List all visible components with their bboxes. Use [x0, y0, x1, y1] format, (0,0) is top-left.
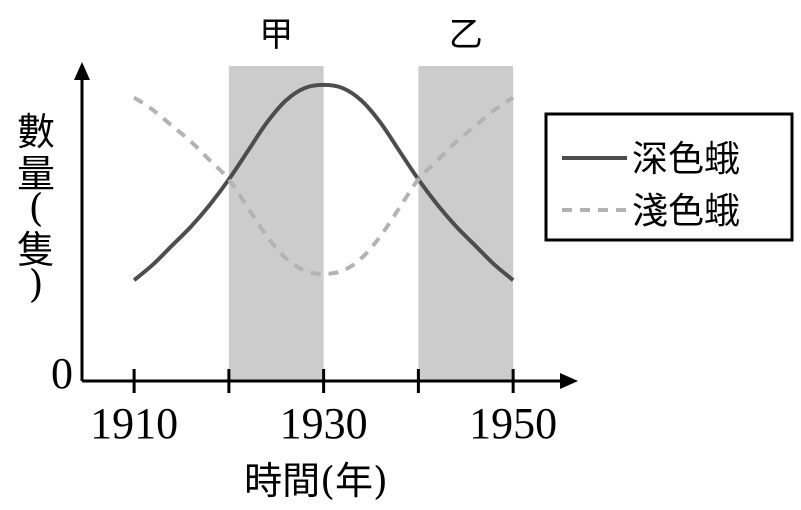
y-axis-title-group: 數量(隻) — [17, 110, 55, 306]
shaded-region-1 — [418, 66, 514, 381]
series-lines — [132, 82, 515, 282]
series-line-0 — [132, 82, 515, 282]
region-label-1: 乙 — [449, 15, 483, 55]
x-tick-label-1910: 1910 — [90, 399, 178, 448]
x-ticks: 1910 1930 1950 — [90, 369, 557, 448]
x-axis-title: 時間(年) — [244, 459, 388, 503]
shaded-regions: 甲乙 — [228, 15, 514, 381]
shaded-region-0 — [228, 66, 324, 381]
x-axis-arrow — [560, 373, 578, 389]
region-label-0: 甲 — [259, 15, 293, 55]
legend-label-dark-moth: 深色蛾 — [632, 139, 740, 180]
x-tick-label-1950: 1950 — [469, 399, 557, 448]
x-tick-label-1930: 1930 — [280, 399, 368, 448]
series-line-1 — [133, 95, 515, 276]
y-axis-title: 數量(隻) — [17, 110, 55, 306]
legend-label-light-moth: 淺色蛾 — [632, 191, 740, 232]
y-axis-arrow — [74, 62, 90, 80]
legend-box — [544, 112, 794, 242]
origin-label: 0 — [51, 349, 73, 398]
legend: 深色蛾 淺色蛾 — [544, 112, 794, 242]
